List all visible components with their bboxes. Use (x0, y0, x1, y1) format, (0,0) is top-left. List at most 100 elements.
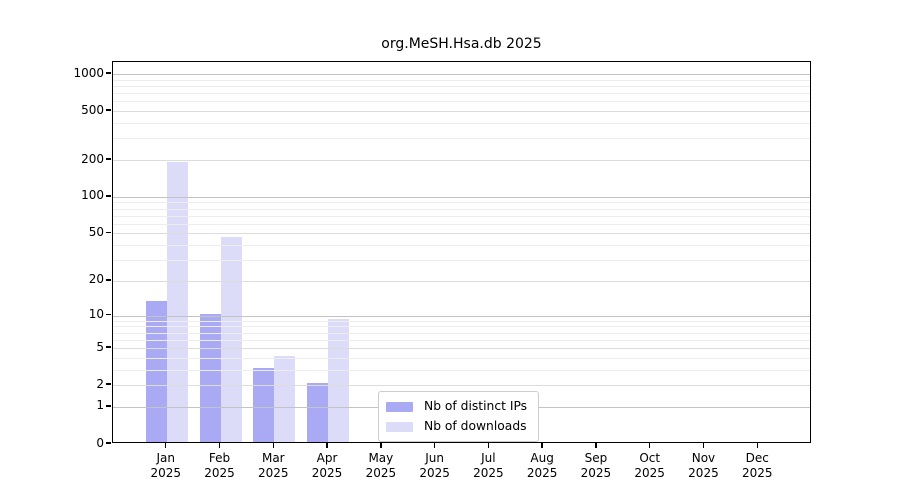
y-tick-mark (106, 383, 111, 385)
gridline-minor (113, 357, 810, 359)
x-tick-label-oct: Oct 2025 (610, 451, 690, 480)
y-tick-mark (106, 313, 111, 316)
y-tick-mark (106, 279, 111, 281)
bar-downloads-feb (220, 236, 242, 442)
x-tick-label-may: May 2025 (341, 451, 421, 480)
bar-distinct-ips-apr (307, 383, 329, 442)
y-tick-mark (106, 72, 111, 74)
x-tick-label-jan: Jan 2025 (126, 451, 206, 480)
gridline-major (113, 74, 810, 76)
y-tick-mark (106, 195, 111, 197)
x-tick-month: Oct (639, 451, 661, 465)
x-tick-label-jul: Jul 2025 (448, 451, 528, 480)
y-tick-mark (106, 346, 111, 348)
x-tick-label-mar: Mar 2025 (233, 451, 313, 480)
x-tick-month: Dec (745, 451, 769, 465)
gridline-minor (113, 93, 810, 95)
x-tick-label-feb: Feb 2025 (180, 451, 260, 480)
plot-area (112, 61, 811, 443)
x-tick-year: 2025 (150, 465, 182, 480)
x-tick-mark (165, 443, 167, 448)
x-tick-year: 2025 (311, 465, 343, 480)
gridline-minor (113, 138, 810, 140)
gridline-minor (113, 339, 810, 341)
gridline-minor (113, 208, 810, 210)
y-tick-mark (106, 158, 111, 160)
x-tick-year: 2025 (473, 465, 504, 480)
x-tick-year: 2025 (526, 465, 558, 480)
y-tick-label: 200 (81, 151, 104, 166)
x-tick-month: Sep (584, 451, 608, 465)
gridline-major (113, 233, 810, 235)
x-tick-mark (272, 443, 274, 448)
y-tick-mark (106, 405, 111, 407)
x-tick-mark (595, 443, 597, 448)
y-tick-mark (106, 109, 111, 111)
bar-downloads-mar (274, 355, 296, 442)
bar-downloads-jan (166, 162, 188, 442)
grid-layer (113, 62, 810, 442)
gridline-major (113, 111, 810, 113)
chart-title: org.MeSH.Hsa.db 2025 (381, 36, 542, 52)
y-tick-label: 1 (96, 398, 104, 413)
y-tick-mark (106, 442, 111, 444)
gridline-major (113, 196, 810, 198)
x-tick-month: Jun (425, 451, 444, 465)
y-tick-label: 10 (88, 307, 104, 322)
y-tick-label: 50 (88, 224, 104, 239)
gridline-major (113, 160, 810, 162)
x-tick-label-aug: Aug 2025 (502, 451, 582, 480)
x-tick-mark (648, 443, 651, 448)
gridline-major (113, 280, 810, 282)
gridline-minor (113, 223, 810, 225)
legend-item-distinct-ips: Nb of distinct IPs (386, 398, 527, 415)
x-tick-label-apr: Apr 2025 (287, 451, 367, 480)
y-tick-label: 500 (81, 102, 104, 117)
gridline-minor (113, 215, 810, 217)
x-tick-month: Jan (156, 451, 176, 465)
x-tick-month: Aug (530, 451, 554, 465)
gridline-minor (113, 202, 810, 204)
gridline-minor (113, 79, 810, 81)
y-tick-mark (106, 231, 111, 234)
y-tick-label: 2 (96, 376, 104, 391)
x-tick-year: 2025 (634, 465, 665, 480)
y-tick-label: 1000 (73, 65, 104, 80)
x-tick-year: 2025 (419, 465, 450, 480)
x-tick-month: Mar (261, 451, 285, 465)
y-tick-label: 0 (96, 435, 104, 450)
x-tick-mark (702, 443, 705, 448)
x-tick-month: Jul (481, 451, 496, 465)
y-tick-label: 100 (81, 188, 104, 203)
gridline-minor (113, 260, 810, 262)
x-tick-label-jun: Jun 2025 (395, 451, 475, 480)
legend-item-downloads: Nb of downloads (386, 418, 527, 435)
gridline-major (113, 348, 810, 350)
bar-distinct-ips-mar (253, 367, 275, 442)
x-tick-year: 2025 (580, 465, 612, 480)
x-tick-mark (326, 443, 328, 448)
gridline-major (113, 385, 810, 387)
x-tick-mark (756, 443, 758, 448)
x-tick-mark (380, 443, 382, 448)
x-tick-mark (433, 443, 436, 448)
x-tick-year: 2025 (204, 465, 235, 480)
y-tick-label: 20 (88, 272, 104, 287)
bars-layer (113, 62, 810, 442)
x-tick-label-dec: Dec 2025 (717, 451, 797, 480)
x-tick-year: 2025 (258, 465, 289, 480)
x-tick-year: 2025 (688, 465, 719, 480)
gridline-major (113, 315, 810, 317)
legend: Nb of distinct IPs Nb of downloads (378, 391, 540, 442)
x-tick-label-sep: Sep 2025 (556, 451, 636, 480)
gridline-minor (113, 123, 810, 125)
bar-downloads-apr (328, 318, 350, 442)
x-tick-month: Apr (316, 451, 338, 465)
gridline-minor (113, 332, 810, 334)
bar-distinct-ips-jan (145, 300, 167, 442)
x-tick-year: 2025 (365, 465, 397, 480)
legend-swatch-downloads (386, 421, 413, 432)
x-tick-label-nov: Nov 2025 (663, 451, 743, 480)
x-tick-mark (487, 443, 490, 448)
gridline-minor (113, 85, 810, 87)
